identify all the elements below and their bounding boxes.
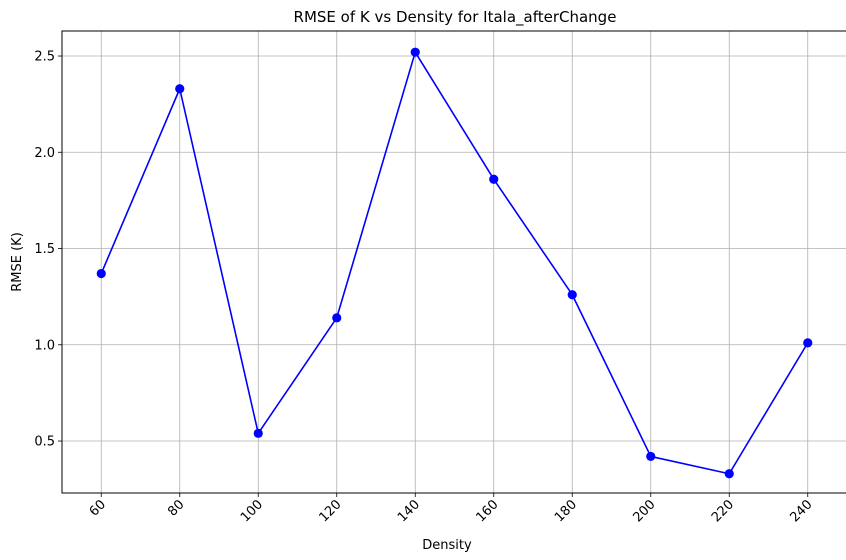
data-point: [646, 451, 656, 462]
y-axis-title: RMSE (K): [10, 232, 25, 292]
data-point: [724, 469, 734, 479]
grid: [62, 31, 846, 493]
data-point: [253, 428, 263, 438]
data-point: [489, 174, 499, 184]
series-line: [100, 51, 809, 475]
y-tick-label: 2.5: [34, 50, 55, 65]
y-tick-label: 2.0: [34, 146, 55, 161]
y-axis-ticks: 0.5 1.0 1.5 2.0 2.5: [34, 50, 62, 450]
y-tick-label: 0.5: [34, 435, 55, 450]
x-axis-title: Density: [422, 538, 472, 553]
data-point: [567, 290, 577, 300]
data-point: [175, 84, 185, 94]
y-tick-label: 1.0: [34, 338, 55, 353]
chart-title: RMSE of K vs Density for Itala_afterChan…: [294, 8, 617, 27]
plot-frame: [61, 30, 846, 494]
series-layer: [96, 47, 813, 479]
data-point: [410, 47, 420, 57]
y-tick-label: 1.5: [34, 242, 55, 257]
data-point: [803, 338, 813, 348]
data-point: [332, 313, 342, 323]
data-point: [96, 268, 106, 279]
